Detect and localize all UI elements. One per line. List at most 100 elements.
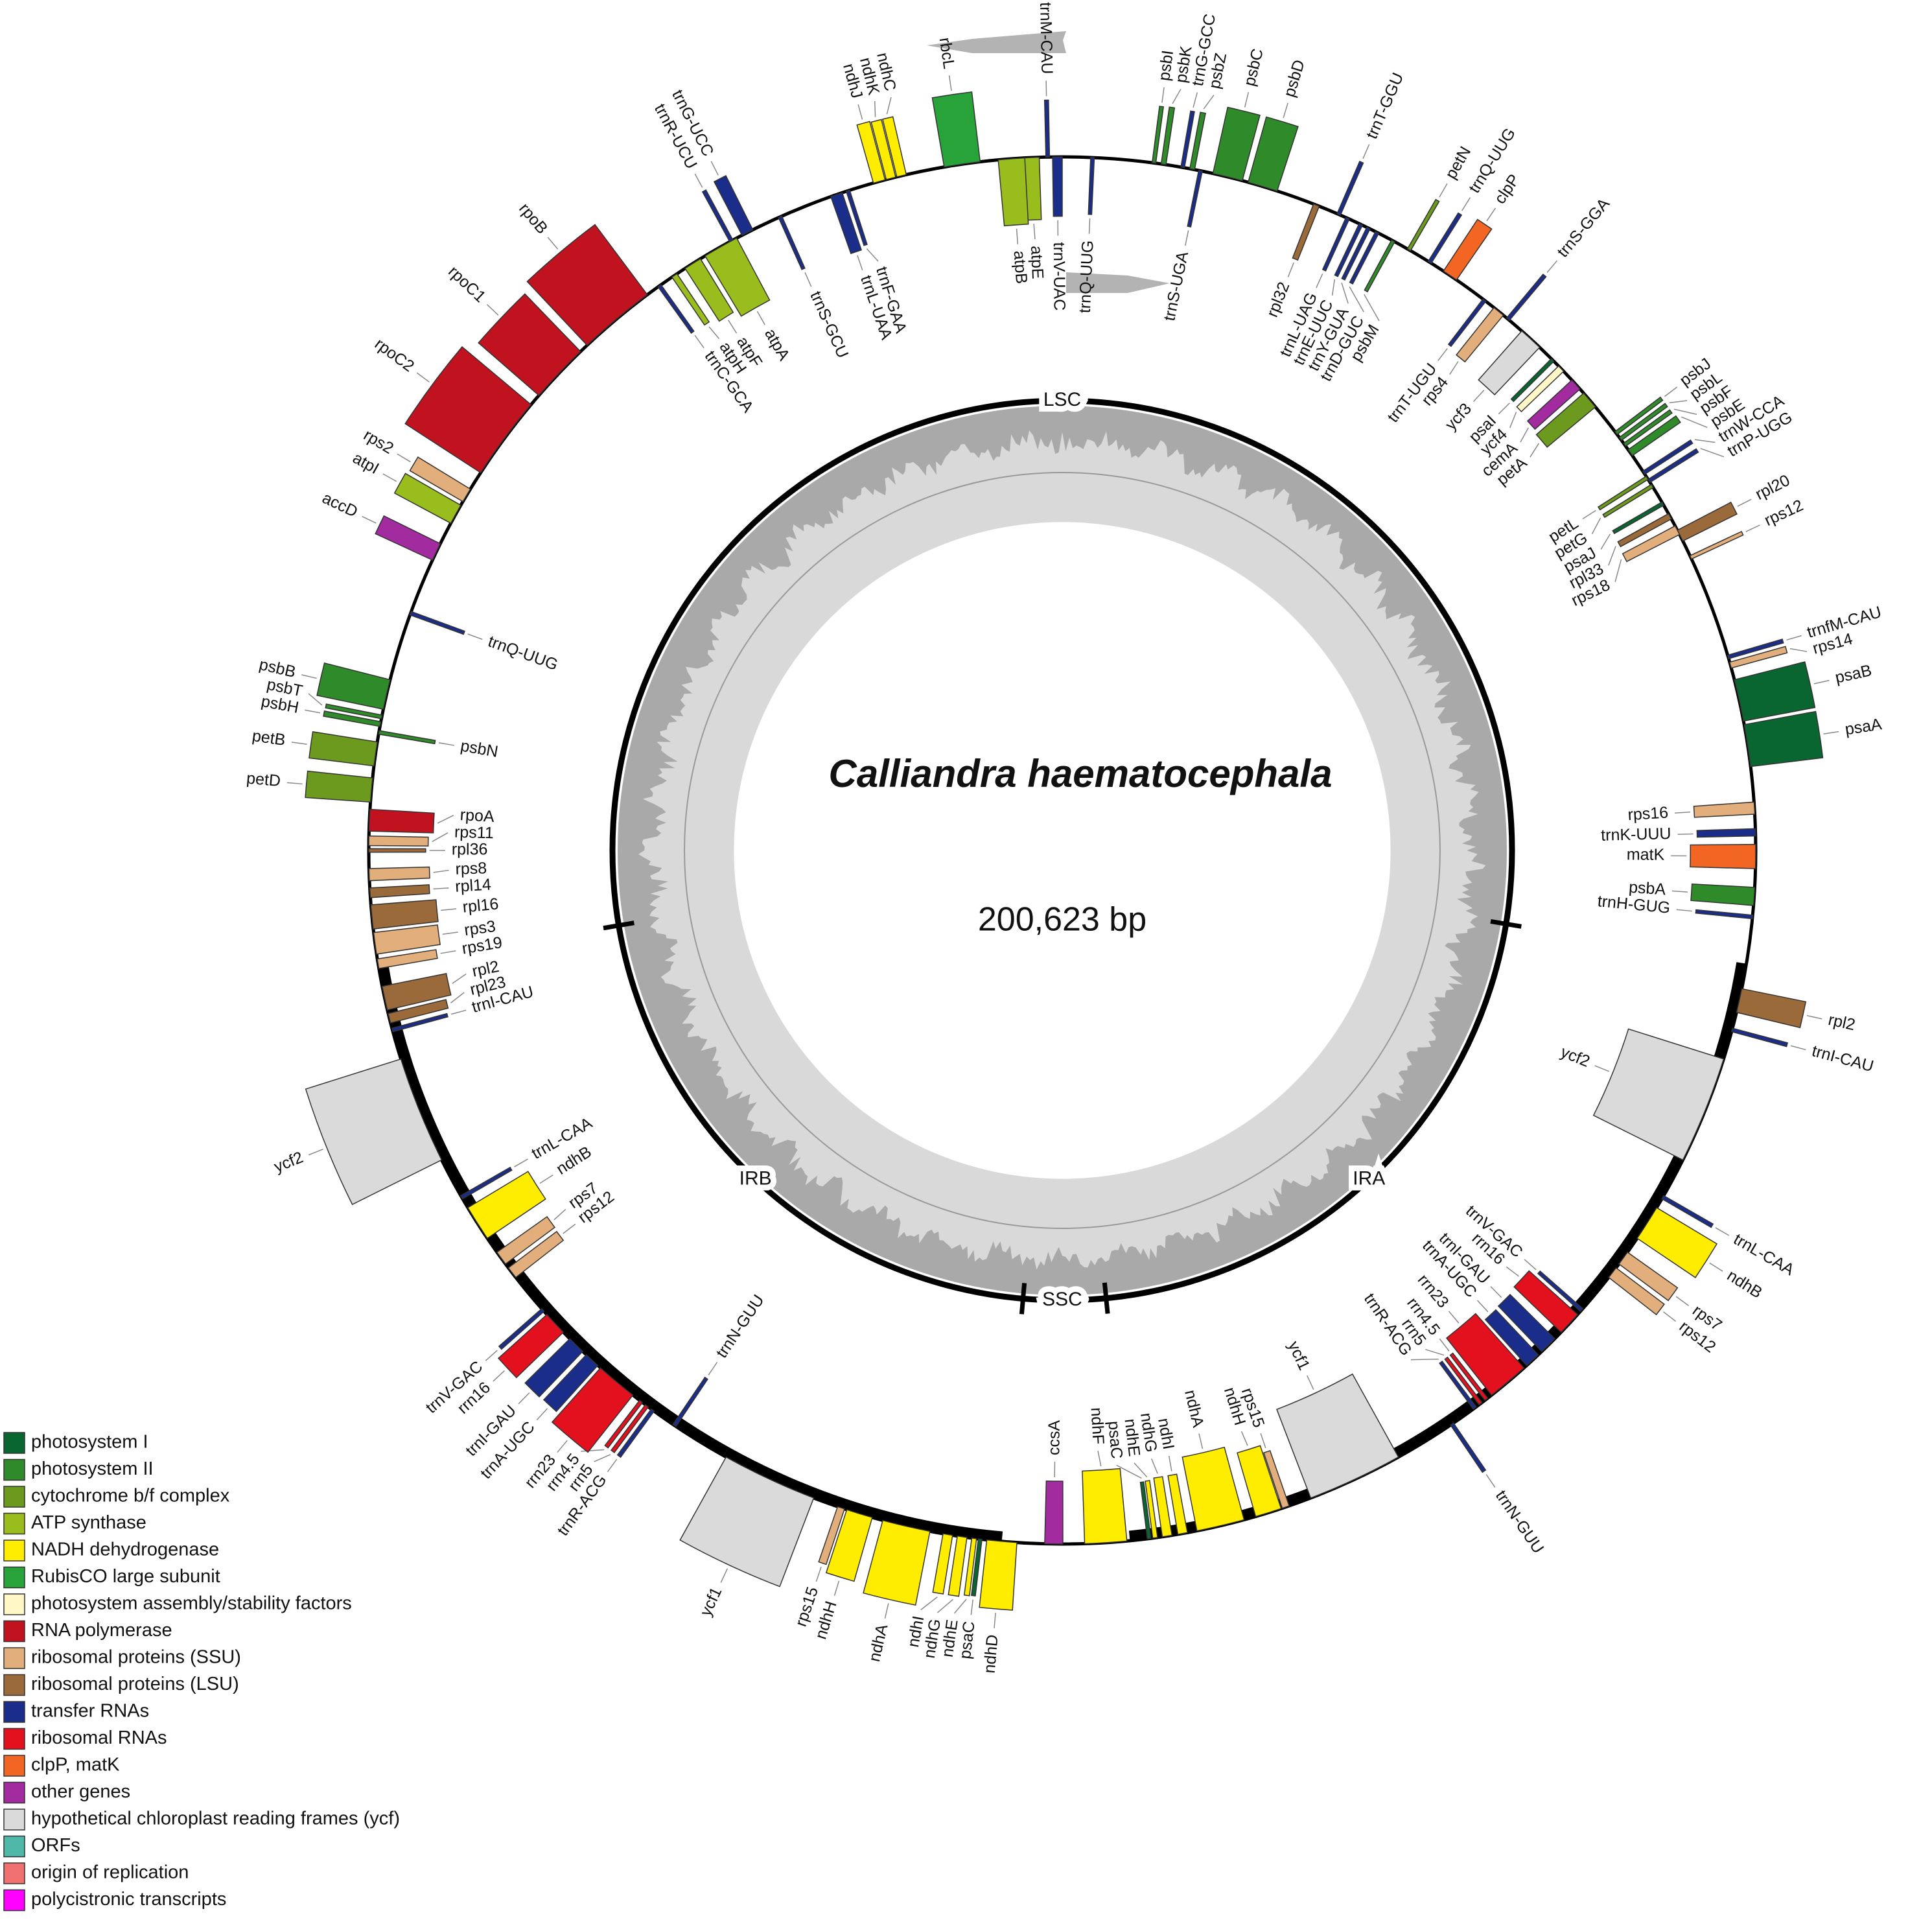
leader-line — [1331, 279, 1335, 296]
gene-box — [1602, 484, 1654, 519]
region-junction — [1102, 1282, 1110, 1314]
gene-box — [305, 1058, 443, 1206]
legend-swatch — [3, 1835, 25, 1858]
gene-box — [1597, 475, 1649, 511]
gene-label: rpoC1 — [445, 263, 489, 306]
gene-box — [1443, 218, 1493, 281]
leader-line — [1675, 1296, 1689, 1306]
gene-box — [409, 456, 471, 502]
leader-line — [937, 1598, 953, 1613]
gene-label: rpl20 — [1752, 471, 1793, 504]
leader-line — [1161, 87, 1165, 103]
leader-line — [1813, 679, 1830, 685]
gene-box — [1695, 909, 1754, 920]
leader-line — [1673, 408, 1697, 415]
gene-box — [1592, 1028, 1725, 1161]
leader-line — [728, 320, 738, 334]
region-ring — [609, 397, 1515, 1304]
gene-box — [1734, 661, 1816, 722]
legend-swatch — [3, 1432, 25, 1454]
gene-box — [1247, 116, 1299, 192]
region-label: LSC — [1043, 389, 1081, 410]
gene-box — [1484, 1309, 1539, 1366]
gene-box — [1263, 1449, 1290, 1509]
gene-box — [1187, 170, 1203, 228]
leader-line — [1485, 1474, 1496, 1488]
region-label: IRB — [739, 1167, 772, 1189]
gene-box — [551, 1367, 634, 1453]
gene-box — [542, 1354, 599, 1412]
leader-line — [886, 97, 892, 115]
gene-box — [524, 1338, 584, 1398]
leader-line — [1088, 218, 1091, 234]
leader-line — [518, 1392, 530, 1405]
leader-line — [1675, 811, 1691, 814]
gene-box — [701, 189, 734, 243]
gene-box — [1444, 1356, 1483, 1406]
gene-box — [393, 473, 461, 524]
gene-box — [1497, 1293, 1555, 1352]
gene-label: rps3 — [463, 917, 497, 939]
gene-box — [1627, 415, 1681, 456]
direction-arrow — [927, 31, 1066, 53]
gene-box — [1677, 501, 1738, 542]
leader-line — [1789, 648, 1808, 652]
leader-line — [362, 516, 377, 524]
gene-box — [1044, 1480, 1064, 1545]
gene-box — [1276, 1373, 1399, 1499]
leader-line — [857, 104, 863, 120]
gene-box — [979, 1539, 1018, 1611]
gene-box — [882, 116, 907, 178]
leader-line — [433, 887, 449, 890]
legend-swatch — [3, 1512, 25, 1535]
legend-label: NADH dehydrogenase — [31, 1540, 219, 1560]
leader-line — [1316, 274, 1323, 288]
gene-box — [1636, 1207, 1718, 1278]
title: Calliandra haematocephala — [829, 752, 1333, 795]
gene-label: ycf2 — [1558, 1043, 1592, 1071]
legend-swatch — [3, 1593, 25, 1615]
gene-box — [1450, 1422, 1487, 1473]
gene-box — [679, 1456, 815, 1587]
gene-box — [932, 1533, 953, 1595]
gene-box — [1506, 274, 1547, 322]
gene-box — [778, 215, 806, 270]
legend-label: hypothetical chloroplast reading frames … — [31, 1809, 400, 1829]
gene-box — [308, 731, 378, 767]
leader-line — [442, 931, 458, 935]
leader-line — [308, 1149, 323, 1156]
leader-line — [440, 950, 456, 954]
gene-label: accD — [320, 489, 360, 521]
legend-swatch — [3, 1620, 25, 1643]
legend-swatch — [3, 1781, 25, 1804]
gene-label: ccsA — [1045, 1420, 1064, 1455]
leader-line — [286, 782, 303, 785]
gene-label: rpoC2 — [371, 334, 417, 375]
gene-label: rpl16 — [462, 895, 500, 916]
leader-line — [432, 832, 448, 843]
gene-box — [1336, 161, 1364, 216]
leader-line — [1341, 282, 1349, 304]
gene-box — [684, 258, 734, 322]
gene-label: ndhA — [865, 1622, 891, 1664]
leader-line — [441, 908, 457, 911]
gene-box — [1730, 1027, 1789, 1048]
leader-line — [1306, 1375, 1314, 1390]
gene-label: trnQ-UUG — [1076, 240, 1097, 314]
gene-box — [1180, 110, 1195, 169]
gc-ring-mid — [684, 472, 1441, 1229]
leader-line — [1168, 1455, 1172, 1471]
leader-line — [1681, 416, 1708, 428]
leader-line — [1700, 448, 1725, 458]
leader-line — [1472, 390, 1485, 403]
legend-swatch — [3, 1486, 25, 1508]
gene-box — [1743, 710, 1824, 767]
gene-label: rbcL — [936, 36, 959, 70]
gene-label: atpE — [1027, 245, 1047, 279]
region-label: IRA — [1353, 1167, 1385, 1189]
gene-label: petD — [246, 769, 281, 790]
gene-box — [467, 1171, 546, 1239]
leader-line — [1185, 230, 1189, 246]
gene-label: rps11 — [454, 823, 494, 843]
gene-box — [963, 1538, 977, 1597]
